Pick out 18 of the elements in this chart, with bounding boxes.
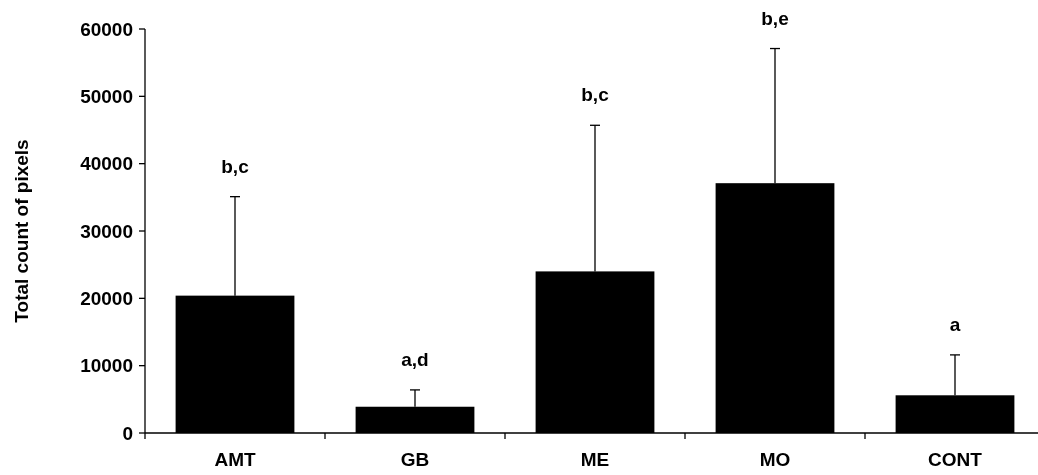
- y-tick-label: 0: [122, 422, 133, 444]
- y-tick-label: 60000: [80, 18, 133, 40]
- y-tick-label: 50000: [80, 85, 133, 107]
- x-tick-label: CONT: [928, 449, 983, 470]
- y-tick-label: 30000: [80, 220, 133, 242]
- annotation: b,c: [581, 84, 610, 106]
- y-tick-label: 20000: [80, 287, 133, 309]
- y-axis-title: Total count of pixels: [11, 139, 32, 323]
- x-tick-label: GB: [400, 449, 430, 470]
- x-tick-label: AMT: [214, 449, 256, 470]
- x-tick-label: ME: [580, 449, 610, 470]
- annotation: b,e: [761, 7, 789, 29]
- annotation: a,d: [401, 348, 429, 370]
- y-tick-label: 10000: [80, 355, 133, 377]
- annotation: a: [949, 313, 961, 335]
- annotation: b,c: [221, 155, 250, 177]
- x-tick-label: MO: [759, 449, 791, 470]
- y-tick-label: 40000: [80, 153, 133, 175]
